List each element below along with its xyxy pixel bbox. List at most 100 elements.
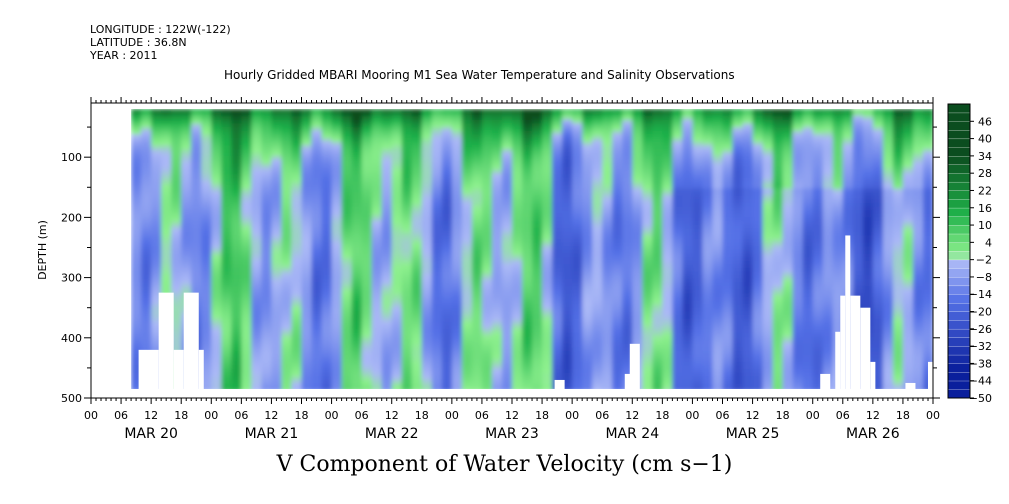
heatmap-cell — [441, 336, 453, 341]
heatmap-cell — [481, 224, 493, 229]
heatmap-cell — [471, 358, 483, 363]
heatmap-cell — [361, 119, 373, 125]
heatmap-cell — [371, 347, 383, 352]
heatmap-cell — [141, 170, 152, 175]
heatmap-cell — [752, 134, 764, 139]
heatmap-cell — [221, 206, 232, 211]
heatmap-cell — [181, 264, 192, 269]
heatmap-cell — [221, 235, 232, 240]
heatmap-cell — [461, 300, 473, 305]
heatmap-cell — [512, 123, 523, 128]
heatmap-cell — [401, 184, 413, 190]
heatmap-cell — [191, 271, 202, 276]
heatmap-cell — [351, 152, 363, 157]
heatmap-cell — [682, 347, 694, 352]
heatmap-cell — [712, 293, 724, 298]
heatmap-cell — [361, 202, 373, 208]
heatmap-cell — [642, 311, 653, 316]
heatmap-cell — [552, 195, 563, 200]
heatmap-cell — [271, 221, 283, 226]
heatmap-cell — [481, 206, 493, 211]
heatmap-cell — [481, 231, 493, 237]
heatmap-cell — [161, 148, 172, 153]
heatmap-cell — [501, 311, 513, 316]
heatmap-cell — [411, 199, 423, 204]
heatmap-cell — [231, 228, 242, 233]
heatmap-cell — [451, 130, 463, 135]
heatmap-cell — [672, 228, 683, 233]
heatmap-cell — [712, 318, 724, 323]
heatmap-cell — [411, 304, 423, 309]
heatmap-cell — [522, 123, 533, 128]
heatmap-cell — [301, 336, 313, 341]
heatmap-cell — [141, 148, 152, 153]
heatmap-cell — [401, 177, 413, 182]
heatmap-cell — [371, 267, 383, 273]
heatmap-cell — [592, 239, 603, 244]
heatmap-cell — [451, 289, 463, 294]
heatmap-cell — [652, 199, 663, 204]
heatmap-cell — [602, 202, 613, 208]
heatmap-cell — [231, 372, 242, 377]
heatmap-cell — [632, 224, 643, 229]
heatmap-cell — [371, 246, 383, 251]
heatmap-cell — [341, 130, 353, 135]
heatmap-cell — [141, 289, 152, 294]
heatmap-cell — [662, 358, 673, 363]
heatmap-cell — [461, 351, 473, 356]
heatmap-cell — [171, 239, 182, 244]
heatmap-cell — [201, 170, 212, 175]
heatmap-cell — [501, 253, 513, 258]
heatmap-cell — [341, 184, 353, 190]
heatmap-cell — [231, 231, 242, 237]
heatmap-cell — [291, 343, 303, 349]
heatmap-cell — [361, 282, 373, 287]
heatmap-cell — [732, 296, 744, 302]
heatmap-cell — [441, 383, 453, 388]
heatmap-cell — [371, 221, 383, 226]
heatmap-cell — [672, 372, 683, 377]
heatmap-cell — [672, 159, 683, 164]
heatmap-cell — [592, 260, 603, 265]
heatmap-cell — [572, 112, 583, 117]
heatmap-cell — [301, 130, 313, 135]
heatmap-cell — [221, 152, 232, 157]
heatmap-cell — [692, 365, 704, 370]
heatmap-cell — [712, 127, 724, 132]
heatmap-cell — [151, 184, 162, 190]
heatmap-cell — [532, 278, 543, 284]
heatmap-cell — [151, 174, 162, 179]
heatmap-cell — [421, 336, 433, 341]
heatmap-cell — [481, 322, 493, 327]
heatmap-cell — [732, 228, 744, 233]
heatmap-cell — [562, 249, 573, 255]
heatmap-cell — [481, 365, 493, 370]
heatmap-cell — [221, 242, 232, 247]
heatmap-cell — [552, 365, 563, 370]
heatmap-cell — [471, 221, 483, 226]
heatmap-cell — [141, 109, 152, 114]
heatmap-cell — [512, 188, 523, 193]
heatmap-cell — [572, 361, 583, 367]
heatmap-cell — [582, 365, 593, 370]
heatmap-cell — [381, 267, 393, 273]
heatmap-cell — [341, 163, 353, 168]
heatmap-cell — [682, 304, 694, 309]
heatmap-cell — [161, 253, 172, 258]
heatmap-cell — [261, 184, 273, 190]
heatmap-cell — [311, 123, 323, 128]
heatmap-cell — [301, 228, 313, 233]
chart-title: Hourly Gridded MBARI Mooring M1 Sea Wate… — [224, 68, 735, 82]
heatmap-cell — [181, 224, 192, 229]
heatmap-cell — [692, 300, 704, 305]
heatmap-cell — [542, 343, 553, 349]
heatmap-cell — [622, 336, 633, 341]
heatmap-cell — [331, 253, 343, 258]
heatmap-cell — [311, 253, 323, 258]
heatmap-cell — [451, 199, 463, 204]
heatmap-cell — [281, 217, 293, 222]
heatmap-cell — [682, 329, 694, 334]
heatmap-cell — [732, 249, 744, 255]
heatmap-cell — [702, 159, 714, 164]
heatmap-cell — [702, 109, 714, 114]
